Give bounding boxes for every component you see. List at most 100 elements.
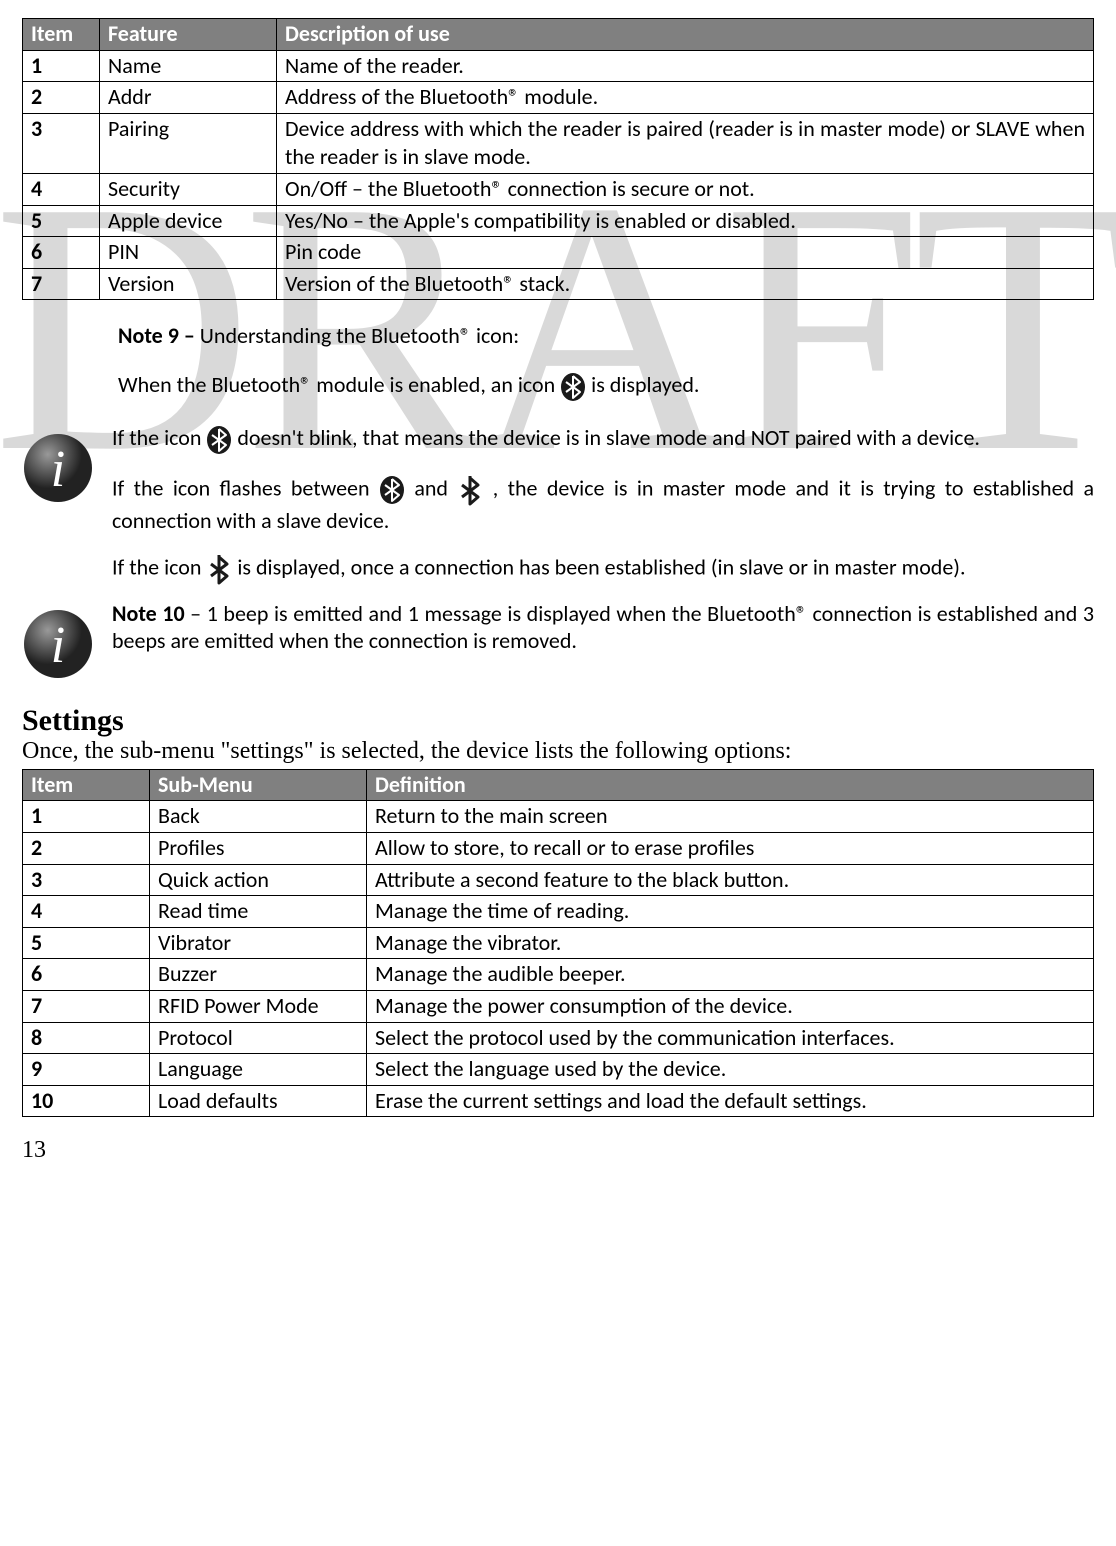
cell: Addr <box>100 82 277 114</box>
cell: Device address with which the reader is … <box>277 113 1094 173</box>
cell: Quick action <box>150 864 367 896</box>
cell: Manage the power consumption of the devi… <box>367 991 1094 1023</box>
bluetooth-outline-icon <box>206 552 232 586</box>
note9-p1: When the Bluetooth® module is enabled, a… <box>118 371 1094 402</box>
bluetooth-outline-icon <box>457 473 483 507</box>
settings-heading: Settings <box>22 704 1094 738</box>
cell: 6 <box>23 237 100 269</box>
th-desc: Description of use <box>277 19 1094 51</box>
cell: Return to the main screen <box>367 801 1094 833</box>
cell: Security <box>100 173 277 205</box>
cell: 1 <box>23 801 150 833</box>
bluetooth-dark-icon <box>206 425 232 455</box>
note9-block: i If the icon doesn't blink, that means … <box>22 424 1094 586</box>
cell: 9 <box>23 1054 150 1086</box>
cell: Yes/No – the Apple's compatibility is en… <box>277 205 1094 237</box>
cell: Pairing <box>100 113 277 173</box>
cell: 3 <box>23 113 100 173</box>
cell: Attribute a second feature to the black … <box>367 864 1094 896</box>
text: – 1 beep is emitted and 1 message is dis… <box>112 600 1094 654</box>
table-row: 7RFID Power ModeManage the power consump… <box>23 991 1094 1023</box>
table-row: 3Quick actionAttribute a second feature … <box>23 864 1094 896</box>
cell: 3 <box>23 864 150 896</box>
cell: Manage the time of reading. <box>367 896 1094 928</box>
cell: Read time <box>150 896 367 928</box>
table-row: 4Read timeManage the time of reading. <box>23 896 1094 928</box>
cell: PIN <box>100 237 277 269</box>
page-number: 13 <box>22 1137 1094 1164</box>
cell: Language <box>150 1054 367 1086</box>
cell: Name of the reader. <box>277 50 1094 82</box>
settings-intro: Once, the sub-menu "settings" is selecte… <box>22 738 1094 765</box>
table-row: 5Apple deviceYes/No – the Apple's compat… <box>23 205 1094 237</box>
cell: On/Off – the Bluetooth® connection is se… <box>277 173 1094 205</box>
cell: 2 <box>23 82 100 114</box>
cell: Allow to store, to recall or to erase pr… <box>367 833 1094 865</box>
table-row: 6BuzzerManage the audible beeper. <box>23 959 1094 991</box>
table-row: 1NameName of the reader. <box>23 50 1094 82</box>
note10-label: Note 10 <box>112 600 185 627</box>
cell: Pin code <box>277 237 1094 269</box>
cell: Profiles <box>150 833 367 865</box>
cell: 5 <box>23 927 150 959</box>
cell: Select the protocol used by the communic… <box>367 1022 1094 1054</box>
note9-p3: If the icon flashes between and , the de… <box>112 473 1094 534</box>
cell: Buzzer <box>150 959 367 991</box>
cell: Apple device <box>100 205 277 237</box>
table-row: 1BackReturn to the main screen <box>23 801 1094 833</box>
cell: 4 <box>23 173 100 205</box>
text: If the icon <box>112 553 206 580</box>
text: is displayed. <box>591 371 699 398</box>
table-row: 9LanguageSelect the language used by the… <box>23 1054 1094 1086</box>
cell: Vibrator <box>150 927 367 959</box>
note9-label: Note 9 – <box>118 322 200 349</box>
cell: Version of the Bluetooth® stack. <box>277 268 1094 300</box>
cell: 10 <box>23 1085 150 1117</box>
table-row: 2ProfilesAllow to store, to recall or to… <box>23 833 1094 865</box>
table-row: 8ProtocolSelect the protocol used by the… <box>23 1022 1094 1054</box>
svg-text:i: i <box>51 441 65 498</box>
text: If the icon flashes between <box>112 474 379 501</box>
table-row: 4SecurityOn/Off – the Bluetooth® connect… <box>23 173 1094 205</box>
table-row: 3PairingDevice address with which the re… <box>23 113 1094 173</box>
cell: 8 <box>23 1022 150 1054</box>
note10-text: Note 10 – 1 beep is emitted and 1 messag… <box>112 600 1094 654</box>
cell: Name <box>100 50 277 82</box>
th-submenu: Sub-Menu <box>150 769 367 801</box>
bluetooth-dark-icon <box>560 372 586 402</box>
text: doesn't blink, that means the device is … <box>237 424 980 451</box>
cell: RFID Power Mode <box>150 991 367 1023</box>
feature-table: Item Feature Description of use 1NameNam… <box>22 18 1094 300</box>
svg-text:i: i <box>51 617 65 674</box>
th-item: Item <box>23 19 100 51</box>
table-row: 2AddrAddress of the Bluetooth® module. <box>23 82 1094 114</box>
info-icon: i <box>22 432 94 510</box>
cell: 6 <box>23 959 150 991</box>
text: is displayed, once a connection has been… <box>237 553 965 580</box>
cell: 5 <box>23 205 100 237</box>
table-row: 10Load defaultsErase the current setting… <box>23 1085 1094 1117</box>
note10-block: i Note 10 – 1 beep is emitted and 1 mess… <box>22 600 1094 686</box>
cell: Manage the audible beeper. <box>367 959 1094 991</box>
cell: 1 <box>23 50 100 82</box>
note9-p4: If the icon is displayed, once a connect… <box>112 552 1094 586</box>
table-row: 5VibratorManage the vibrator. <box>23 927 1094 959</box>
th-item: Item <box>23 769 150 801</box>
cell: 4 <box>23 896 150 928</box>
cell: Select the language used by the device. <box>367 1054 1094 1086</box>
text: and <box>414 474 457 501</box>
text: If the icon <box>112 424 206 451</box>
cell: 7 <box>23 991 150 1023</box>
cell: Address of the Bluetooth® module. <box>277 82 1094 114</box>
cell: Erase the current settings and load the … <box>367 1085 1094 1117</box>
table-row: 6PINPin code <box>23 237 1094 269</box>
info-icon: i <box>22 608 94 686</box>
cell: Manage the vibrator. <box>367 927 1094 959</box>
table-row: 7VersionVersion of the Bluetooth® stack. <box>23 268 1094 300</box>
settings-table: Item Sub-Menu Definition 1BackReturn to … <box>22 769 1094 1118</box>
cell: Load defaults <box>150 1085 367 1117</box>
cell: 7 <box>23 268 100 300</box>
note9-title-rest: Understanding the Bluetooth® icon: <box>200 322 519 349</box>
text: When the Bluetooth® module is enabled, a… <box>118 371 560 398</box>
cell: Protocol <box>150 1022 367 1054</box>
